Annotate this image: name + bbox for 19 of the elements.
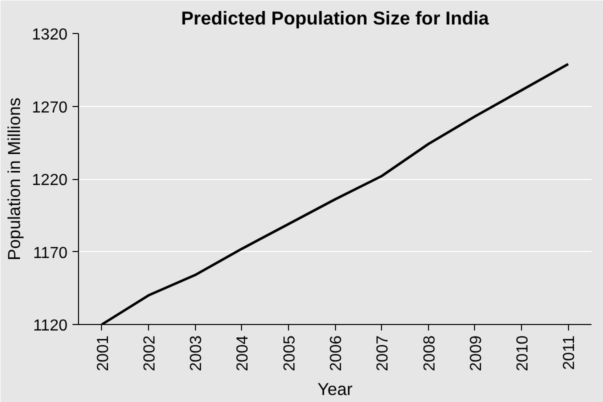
x-tick-label: 2009 bbox=[468, 335, 485, 372]
x-axis-title: Year bbox=[317, 379, 353, 400]
x-tick-label: 2008 bbox=[421, 335, 438, 372]
y-axis-title: Population in Millions bbox=[4, 97, 24, 260]
y-tick-label: 1120 bbox=[33, 318, 68, 334]
x-tick-label: 2005 bbox=[281, 335, 298, 372]
chart-title: Predicted Population Size for India bbox=[181, 8, 490, 28]
x-tick-label: 2001 bbox=[94, 335, 112, 372]
x-tick-label: 2002 bbox=[141, 335, 158, 372]
x-tick-label: 2010 bbox=[514, 335, 532, 372]
y-tick-label: 1270 bbox=[32, 99, 68, 116]
x-tick-label: 2006 bbox=[328, 335, 345, 372]
y-tick-label: 1220 bbox=[32, 172, 68, 189]
x-tick-label: 2007 bbox=[374, 335, 392, 372]
y-tick-label: 1320 bbox=[32, 26, 68, 44]
y-tick-label: 1170 bbox=[33, 244, 68, 262]
x-tick-label: 2003 bbox=[188, 335, 206, 372]
x-tick-label: 2011 bbox=[561, 335, 578, 370]
x-tick-label: 2004 bbox=[234, 335, 252, 372]
